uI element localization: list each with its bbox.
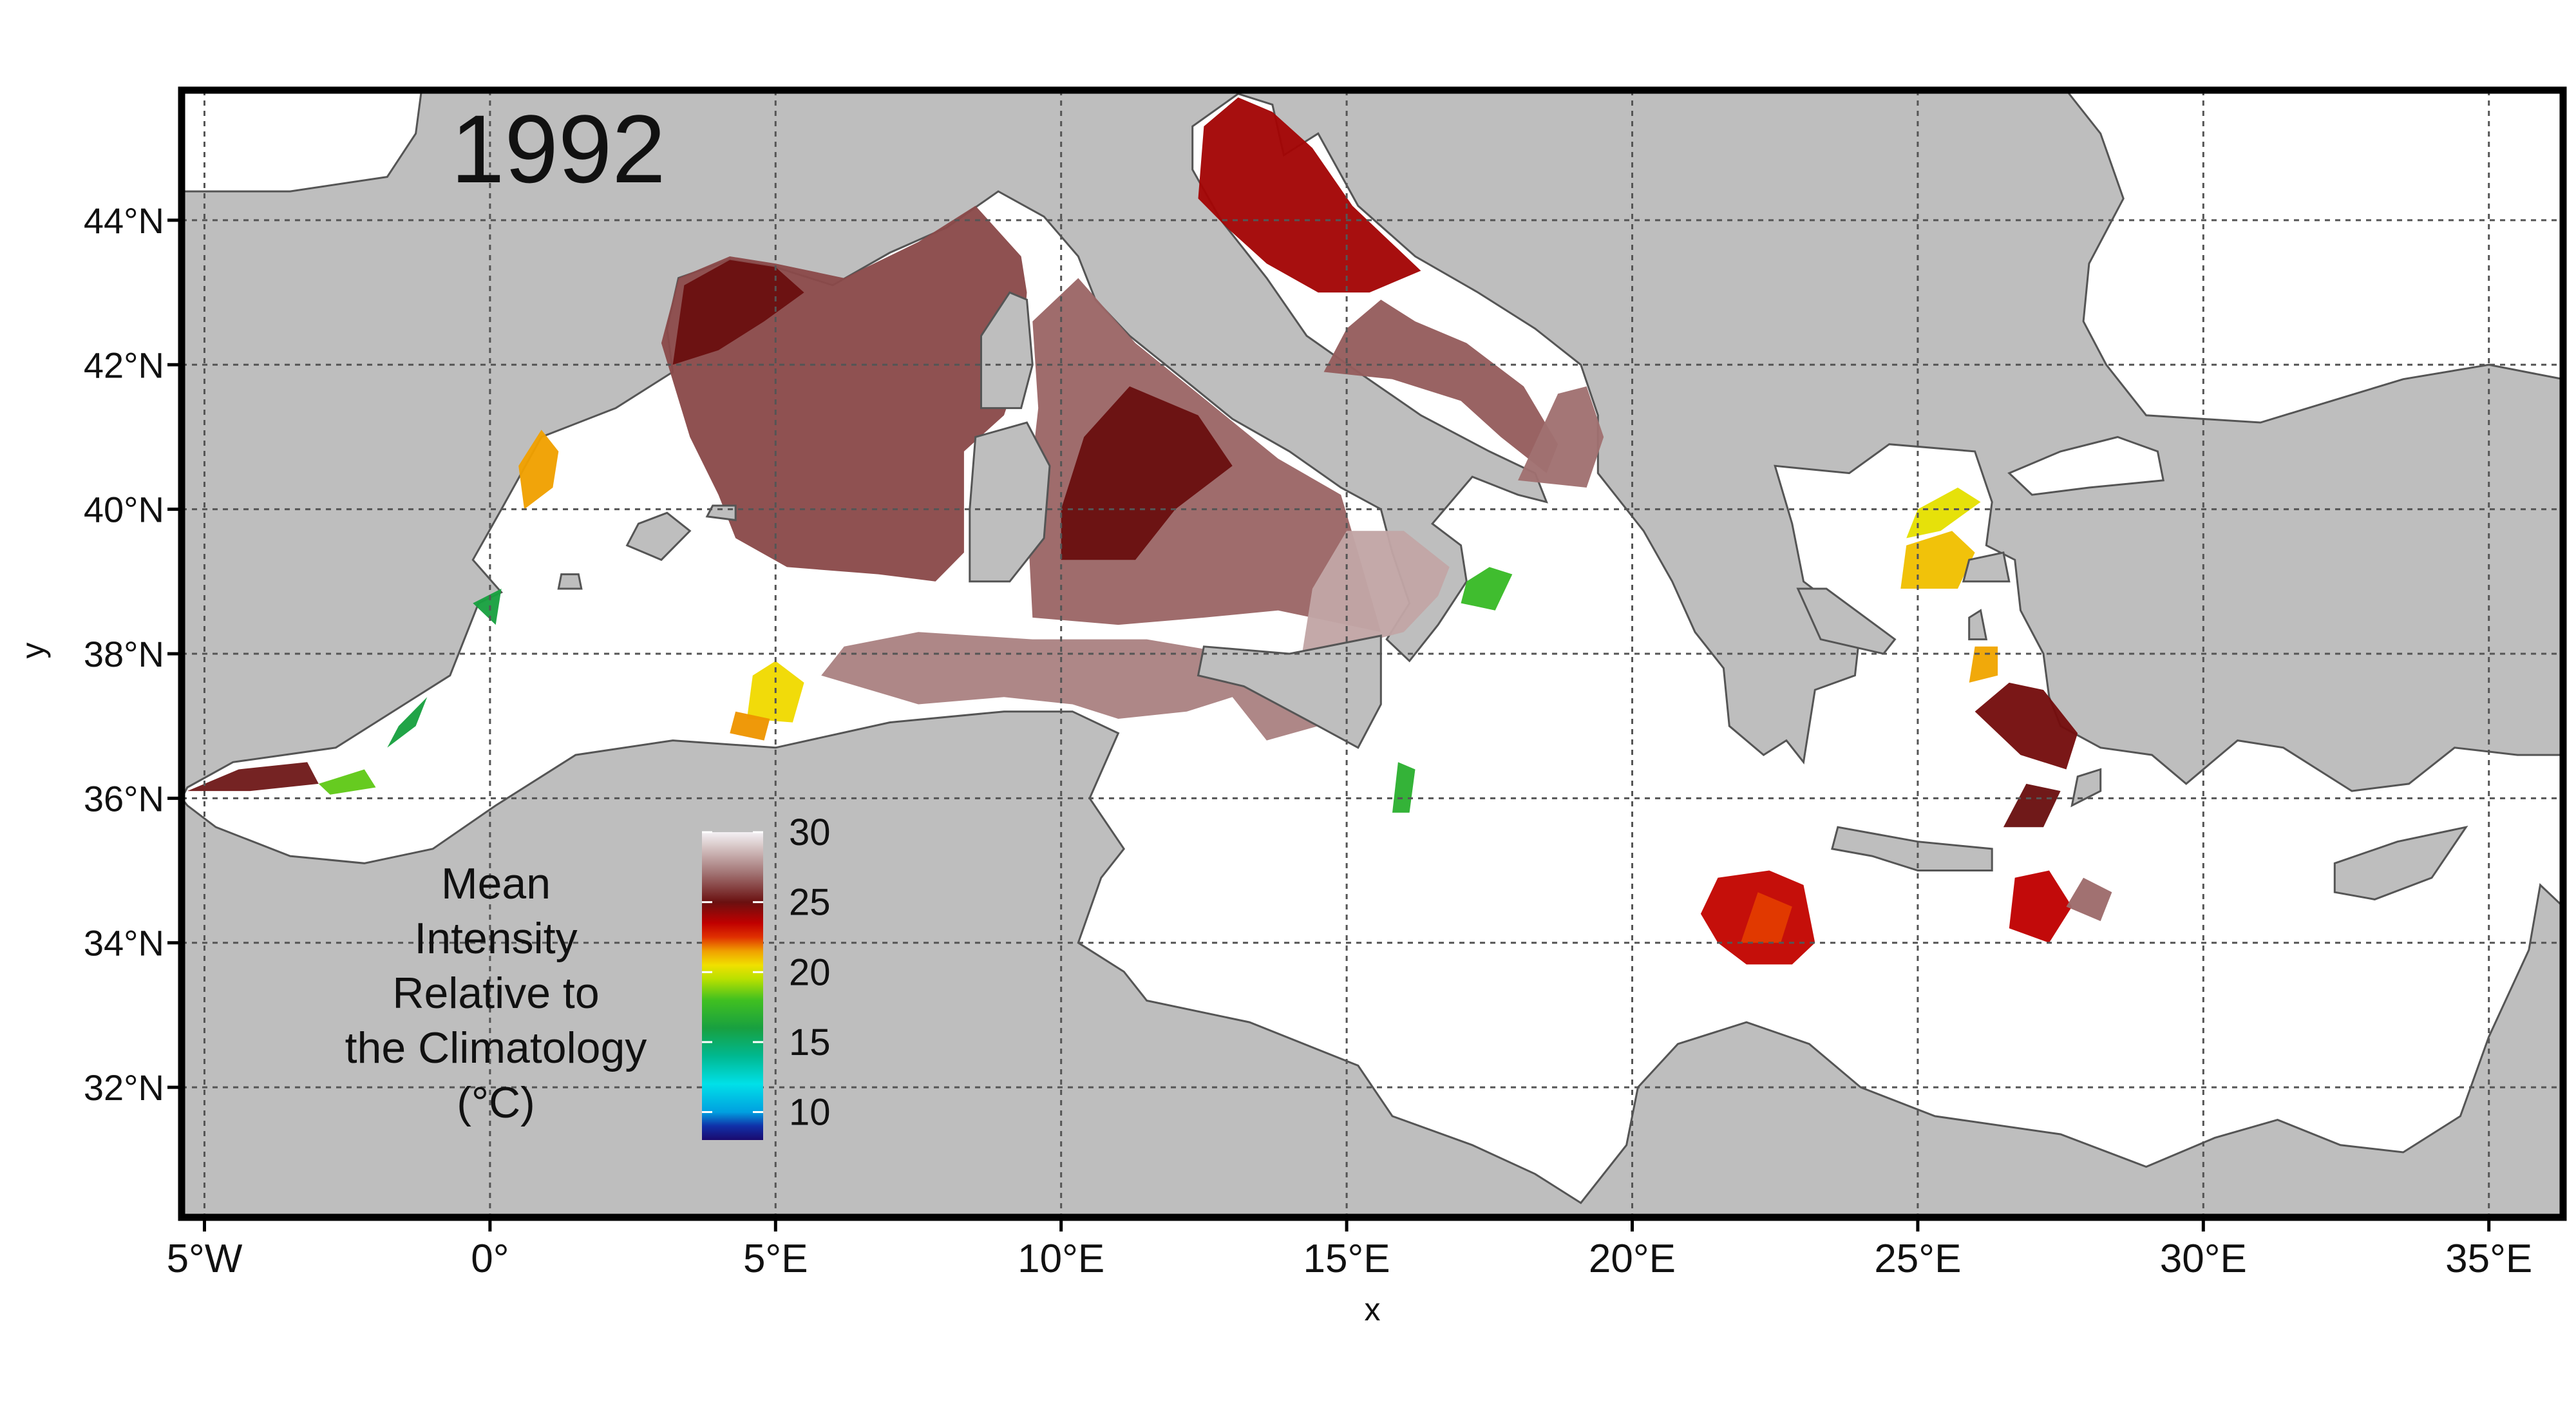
island-corsica — [980, 291, 1034, 410]
patch-algeria-green — [387, 697, 428, 748]
island-chios — [1968, 609, 1988, 641]
patch-crete-east — [2003, 783, 2061, 828]
patch-rhodes-orange — [1969, 646, 1998, 683]
patch-ionian-green — [1461, 567, 1513, 611]
legend-title-line-1: Mean — [441, 859, 551, 908]
patch-valencia-green — [473, 589, 502, 625]
island-sicily — [1197, 634, 1382, 749]
patch-dodecanese — [1975, 682, 2078, 770]
colorbar-tick-label: 15 — [789, 1022, 831, 1063]
patch-aegean-yellow — [1906, 488, 1981, 538]
colorbar-tick-label: 30 — [789, 812, 831, 853]
color-legend: Mean Intensity Relative to the Climatolo… — [345, 812, 831, 1140]
patch-alboran — [187, 762, 319, 792]
island-rhodes — [2070, 768, 2102, 808]
x-axis-ticks: 5°W 0° 5°E 10°E 15°E 20°E 25°E 30°E 35°E — [167, 1221, 2532, 1281]
island-mallorca — [625, 511, 692, 561]
y-tick-label: 42°N — [84, 345, 164, 385]
patch-aegean-north — [1900, 531, 1975, 589]
patch-mid-adriatic — [1323, 300, 1558, 473]
island-ibiza — [557, 573, 583, 590]
colorbar-tick-label: 10 — [789, 1092, 831, 1134]
legend-title-line-5: (°C) — [457, 1078, 535, 1127]
y-tick-label: 40°N — [84, 490, 164, 530]
island-euboea — [1796, 587, 1897, 655]
sea-marmara — [2007, 435, 2164, 496]
colorbar-tick-label: 20 — [789, 951, 831, 993]
island-lesbos — [1962, 551, 2011, 583]
y-tick-label: 36°N — [84, 778, 164, 819]
patch-gulf-of-lion — [672, 260, 804, 365]
x-tick-label: 20°E — [1589, 1237, 1676, 1281]
patch-ionic-north — [1301, 531, 1450, 661]
patch-alboran-green — [318, 769, 376, 795]
year-label: 1992 — [451, 95, 666, 203]
x-tick-label: 30°E — [2160, 1237, 2247, 1281]
x-axis-title: x — [1365, 1291, 1381, 1327]
legend-title-line-3: Relative to — [392, 969, 599, 1018]
x-tick-label: 5°W — [167, 1237, 243, 1281]
patch-tyrrhenian-core — [1061, 386, 1233, 560]
y-axis-title: y — [15, 643, 51, 659]
island-cyprus — [2333, 825, 2468, 900]
x-tick-label: 10°E — [1018, 1237, 1104, 1281]
island-crete — [1831, 826, 1993, 871]
patch-north-adriatic — [1198, 97, 1421, 293]
patch-algeria-orange — [518, 430, 559, 509]
patch-rhodes-south — [2009, 870, 2072, 943]
legend-title-line-4: the Climatology — [345, 1023, 647, 1072]
graticule — [182, 90, 2563, 1217]
legend-title-line-2: Intensity — [414, 914, 577, 963]
y-tick-label: 38°N — [84, 634, 164, 674]
patch-ionian-green-2 — [1392, 762, 1416, 813]
colorbar-tick-label: 25 — [789, 882, 831, 924]
x-tick-label: 5°E — [743, 1237, 808, 1281]
patch-levant — [2066, 877, 2112, 922]
x-tick-label: 35°E — [2445, 1237, 2532, 1281]
patch-sicily-channel — [821, 632, 1318, 741]
islands-layer — [557, 291, 2468, 900]
x-tick-label: 0° — [471, 1237, 509, 1281]
y-axis-ticks: 44°N 42°N 40°N 38°N 36°N 34°N 32°N — [84, 200, 178, 1108]
y-tick-label: 44°N — [84, 200, 164, 241]
y-tick-label: 32°N — [84, 1067, 164, 1108]
x-tick-label: 25°E — [1874, 1237, 1961, 1281]
heatwave-intensity-layer — [187, 97, 2112, 965]
sea-black-sea — [2065, 90, 2563, 424]
y-tick-label: 34°N — [84, 923, 164, 964]
island-menorca — [705, 504, 737, 522]
sea-atlantic-nw — [182, 90, 423, 193]
patch-libya-core — [1741, 892, 1792, 943]
patch-s-adriatic — [1518, 386, 1604, 488]
map-panel — [182, 90, 2563, 1217]
patch-sardinia-orange — [730, 711, 770, 741]
map-frame — [178, 86, 2567, 1221]
colorbar-ticks: 30 25 20 15 10 — [702, 812, 831, 1134]
colorbar — [702, 832, 763, 1140]
island-sardinia — [969, 421, 1051, 583]
x-tick-label: 15°E — [1303, 1237, 1390, 1281]
